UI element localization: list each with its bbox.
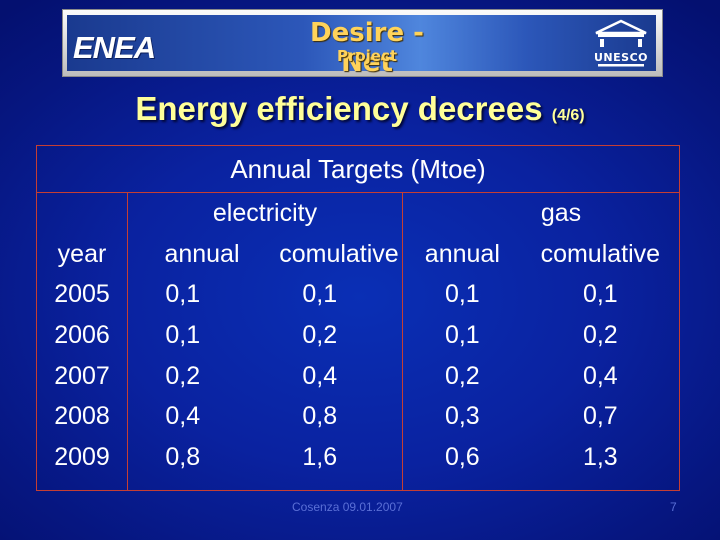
electricity-cumulative-cell: 0,4	[302, 361, 338, 390]
footer-date: Cosenza 09.01.2007	[292, 500, 403, 514]
header-banner: ENEA Desire - Net Project UNESCO	[62, 9, 663, 78]
electricity-annual-cell: 0,4	[165, 402, 201, 431]
electricity-annual-cell: 0,8	[165, 443, 201, 472]
gas-cumulative-header: comulative	[540, 239, 661, 268]
electricity-annual-cell: 0,1	[165, 321, 201, 350]
project-title: Desire - Net	[310, 18, 424, 78]
page-number: 7	[670, 500, 677, 514]
gas-annual-cell: 0,2	[444, 361, 480, 390]
gas-annual-cell: 0,6	[444, 443, 480, 472]
svg-text:UNESCO: UNESCO	[594, 51, 648, 64]
year-cell: 2008	[54, 402, 110, 431]
gas-annual-cell: 0,1	[444, 280, 480, 309]
year-cell: 2009	[54, 443, 110, 472]
gas-annual-header: annual	[424, 239, 500, 268]
electricity-cumulative-cell: 0,2	[302, 321, 338, 350]
year-header: year	[57, 239, 107, 268]
gas-annual-cell: 0,1	[444, 321, 480, 350]
unesco-logo: UNESCO	[594, 19, 648, 67]
electricity-cumulative-header: comulative	[279, 239, 399, 268]
electricity-annual-cell: 0,2	[165, 361, 201, 390]
gas-cumulative-cell: 0,2	[582, 321, 618, 350]
year-cell: 2006	[54, 321, 110, 350]
gas-annual-cell: 0,3	[444, 402, 480, 431]
enea-logo: ENEA	[73, 30, 156, 65]
electricity-group: electricity annual comulative 0,1 0,1 0,1…	[127, 192, 403, 491]
gas-header: gas	[540, 199, 582, 227]
gas-cumulative-cell: 0,4	[582, 361, 618, 390]
project-subtitle: Project	[336, 47, 398, 65]
annual-targets-table: Annual Targets (Mtoe) year 2005 2006 200…	[35, 145, 681, 491]
year-cell: 2005	[54, 280, 110, 309]
electricity-cumulative-cell: 1,6	[302, 443, 338, 472]
gas-group: gas annual comulative 0,1 0,1 0,1 0,2 0,2 0…	[401, 192, 681, 491]
electricity-header: electricity	[212, 199, 318, 227]
electricity-cumulative-cell: 0,8	[302, 402, 338, 431]
slide-title: Energy efficiency decrees (4/6)	[0, 90, 720, 128]
year-cell: 2007	[54, 361, 110, 390]
gas-cumulative-cell: 0,7	[582, 402, 618, 431]
gas-cumulative-cell: 0,1	[582, 280, 618, 309]
slide-title-main: Energy efficiency decrees	[135, 90, 543, 127]
year-column: year 2005 2006 2007 2008 2009	[36, 192, 128, 491]
electricity-cumulative-cell: 0,1	[302, 280, 338, 309]
electricity-annual-header: annual	[164, 239, 240, 268]
banner-strip: ENEA Desire - Net Project UNESCO	[67, 15, 656, 78]
slide-title-page: (4/6)	[551, 107, 585, 124]
electricity-annual-cell: 0,1	[165, 280, 201, 309]
table-caption: Annual Targets (Mtoe)	[35, 145, 681, 193]
gas-cumulative-cell: 1,3	[582, 443, 618, 472]
